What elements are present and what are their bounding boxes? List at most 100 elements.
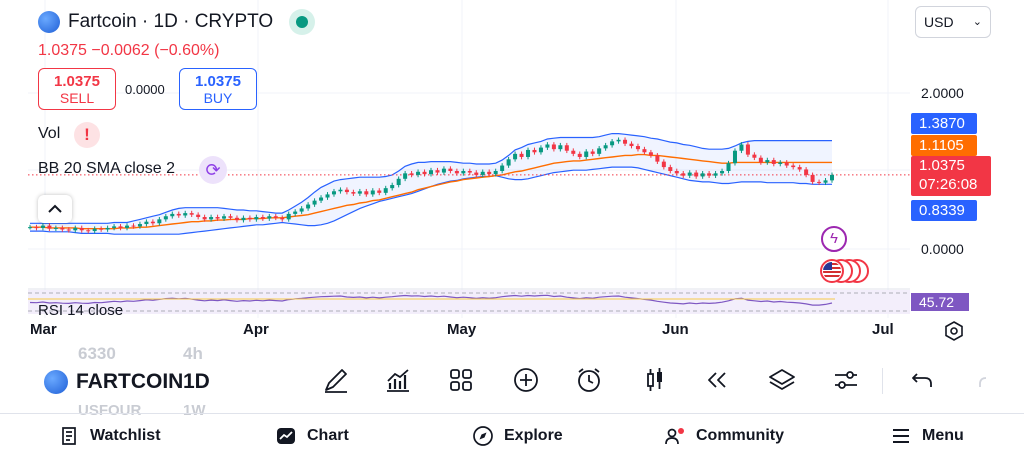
candle-body <box>222 216 227 219</box>
time-axis-month: Jun <box>662 321 689 338</box>
chart-type-button[interactable] <box>640 365 670 395</box>
candle-body <box>532 149 537 153</box>
buy-button[interactable]: 1.0375 BUY <box>179 68 257 110</box>
collapse-legend-button[interactable] <box>38 195 72 223</box>
ghost-tf-above: 4h <box>183 344 203 363</box>
sync-icon[interactable]: ⟳ <box>199 156 227 184</box>
add-button[interactable] <box>511 365 541 395</box>
candle-body <box>441 168 446 173</box>
candle-body <box>526 149 531 157</box>
candle-body <box>571 150 576 154</box>
candle-body <box>778 162 783 164</box>
replay-icon <box>708 372 726 388</box>
volume-indicator-label[interactable]: Vol <box>38 125 61 142</box>
layout-button[interactable] <box>446 365 476 395</box>
bollinger-indicator-label[interactable]: BB 20 SMA close 2 <box>38 160 175 177</box>
warning-icon[interactable]: ! <box>74 122 100 148</box>
candle-body <box>234 217 239 221</box>
nav-menu[interactable]: Menu <box>890 416 964 456</box>
candle-body <box>687 172 692 176</box>
symbol-header[interactable]: Fartcoin · 1D · CRYPTO <box>38 9 316 35</box>
symbol-selector[interactable]: FARTCOIN <box>44 370 183 394</box>
redo-icon <box>979 377 987 387</box>
candle-body <box>674 171 679 174</box>
sell-price: 1.0375 <box>54 73 100 90</box>
buy-price: 1.0375 <box>195 73 241 90</box>
undo-icon <box>912 373 932 387</box>
nav-watchlist[interactable]: Watchlist <box>58 416 161 456</box>
nav-chart[interactable]: Chart <box>275 416 349 456</box>
candle-body <box>66 229 71 231</box>
price-change: 1.0375 −0.0062 (−0.60%) <box>38 42 220 59</box>
rsi-indicator-label[interactable]: RSI 14 close <box>38 302 124 319</box>
ghost-symbol-below: USFOUR <box>78 402 142 419</box>
candle-body <box>616 139 621 142</box>
redo-button[interactable] <box>972 365 1002 395</box>
candle-body <box>209 217 214 220</box>
price-chart[interactable] <box>0 0 1024 350</box>
nav-explore[interactable]: Explore <box>472 416 563 456</box>
candle-body <box>558 145 563 150</box>
indicators-button[interactable] <box>383 365 413 395</box>
candle-body <box>254 217 259 220</box>
candle-body <box>545 144 550 148</box>
candle-body <box>513 153 518 160</box>
candle-body <box>247 217 252 220</box>
nav-community[interactable]: Community <box>664 416 784 456</box>
candle-body <box>280 217 285 220</box>
draw-tool-button[interactable] <box>321 365 351 395</box>
fartcoin-logo-icon <box>38 11 60 33</box>
bollinger-upper-line <box>30 133 832 224</box>
object-tree-button[interactable] <box>767 365 797 395</box>
candle-body <box>150 221 155 224</box>
sell-button[interactable]: 1.0375 SELL <box>38 68 116 110</box>
watchlist-icon <box>62 427 76 445</box>
undo-button[interactable] <box>908 365 938 395</box>
time-axis-month: Apr <box>243 321 269 338</box>
nav-label: Menu <box>922 427 964 444</box>
add-icon <box>514 368 538 392</box>
candle-body <box>681 173 686 176</box>
candle-body <box>351 192 356 194</box>
chart-grid <box>28 0 910 318</box>
candle-body <box>745 144 750 155</box>
candle-body <box>312 200 317 205</box>
timeframe-selector[interactable]: 1D <box>183 370 210 393</box>
chart-properties-button[interactable] <box>831 365 861 395</box>
candle-body <box>765 160 770 163</box>
candle-body <box>383 188 388 193</box>
candle-body <box>416 171 421 175</box>
candle-body <box>344 189 349 193</box>
candle-body <box>428 170 434 175</box>
candle-body <box>448 168 453 171</box>
layout-grid-icon <box>450 369 472 391</box>
replay-button[interactable] <box>702 365 732 395</box>
candle-body <box>299 208 304 212</box>
alert-button[interactable] <box>574 365 604 395</box>
candle-body <box>118 226 123 228</box>
candle-body <box>403 173 408 179</box>
ghost-symbol-above: 6330 <box>78 344 116 363</box>
market-open-status-icon[interactable] <box>289 9 316 35</box>
candle-body <box>53 227 58 229</box>
us-flag-events-icon[interactable] <box>819 258 871 284</box>
candle-body <box>577 153 582 157</box>
candle-body <box>170 213 175 217</box>
candle-body <box>506 159 511 166</box>
candle-body <box>493 171 498 175</box>
candle-body <box>454 171 459 174</box>
candle-body <box>27 227 33 229</box>
time-axis-month: Jul <box>872 321 894 338</box>
candle-body <box>732 150 737 164</box>
currency-select[interactable]: USD ⌄ <box>915 6 991 38</box>
symbol-title: Fartcoin · 1D · CRYPTO <box>68 11 274 32</box>
price-axis-label-high: 2.0000 <box>921 85 964 101</box>
bb-basis-tag: 1.1105 <box>911 135 977 156</box>
community-icon <box>665 428 684 445</box>
lightning-event-icon[interactable]: ϟ <box>821 226 847 252</box>
chart-settings-icon[interactable] <box>943 320 965 342</box>
rsi-value-tag: 45.72 <box>911 293 969 311</box>
candle-body <box>797 167 802 170</box>
candle-body <box>47 225 52 229</box>
candle-body <box>183 213 188 216</box>
